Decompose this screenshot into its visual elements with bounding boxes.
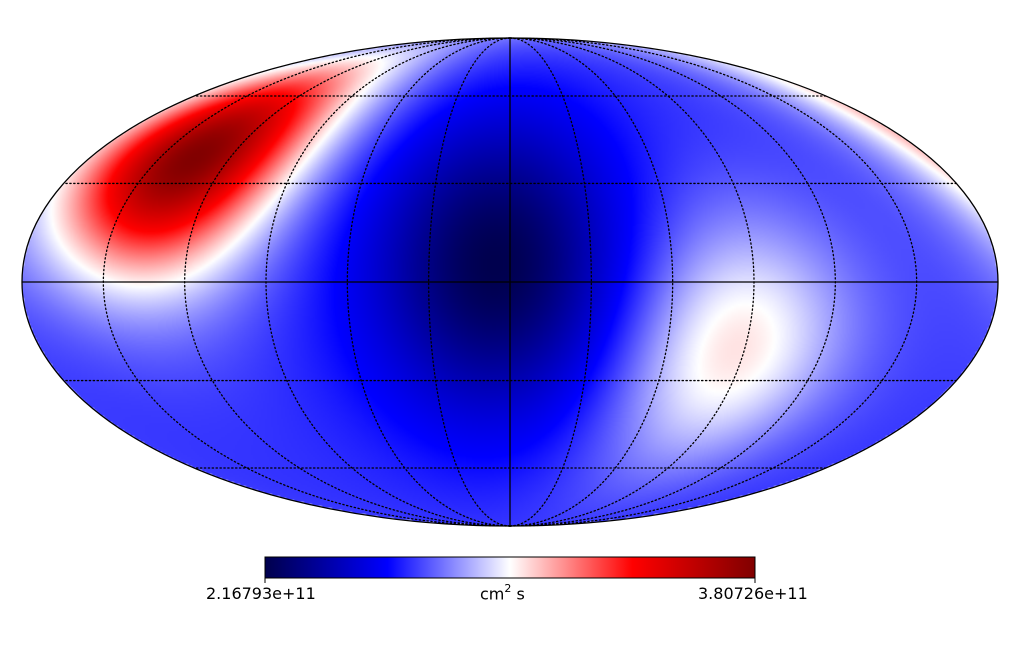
colorbar-unit-label: cm2 s: [480, 582, 525, 604]
map-outline: [21, 37, 999, 527]
colorbar: [264, 556, 756, 583]
colorbar-gradient: [264, 556, 756, 579]
map-body: [21, 37, 999, 527]
graticule: [22, 37, 998, 527]
colorbar-max-label: 3.80726e+11: [698, 584, 808, 603]
colorbar-min-label: 2.16793e+11: [206, 584, 316, 603]
